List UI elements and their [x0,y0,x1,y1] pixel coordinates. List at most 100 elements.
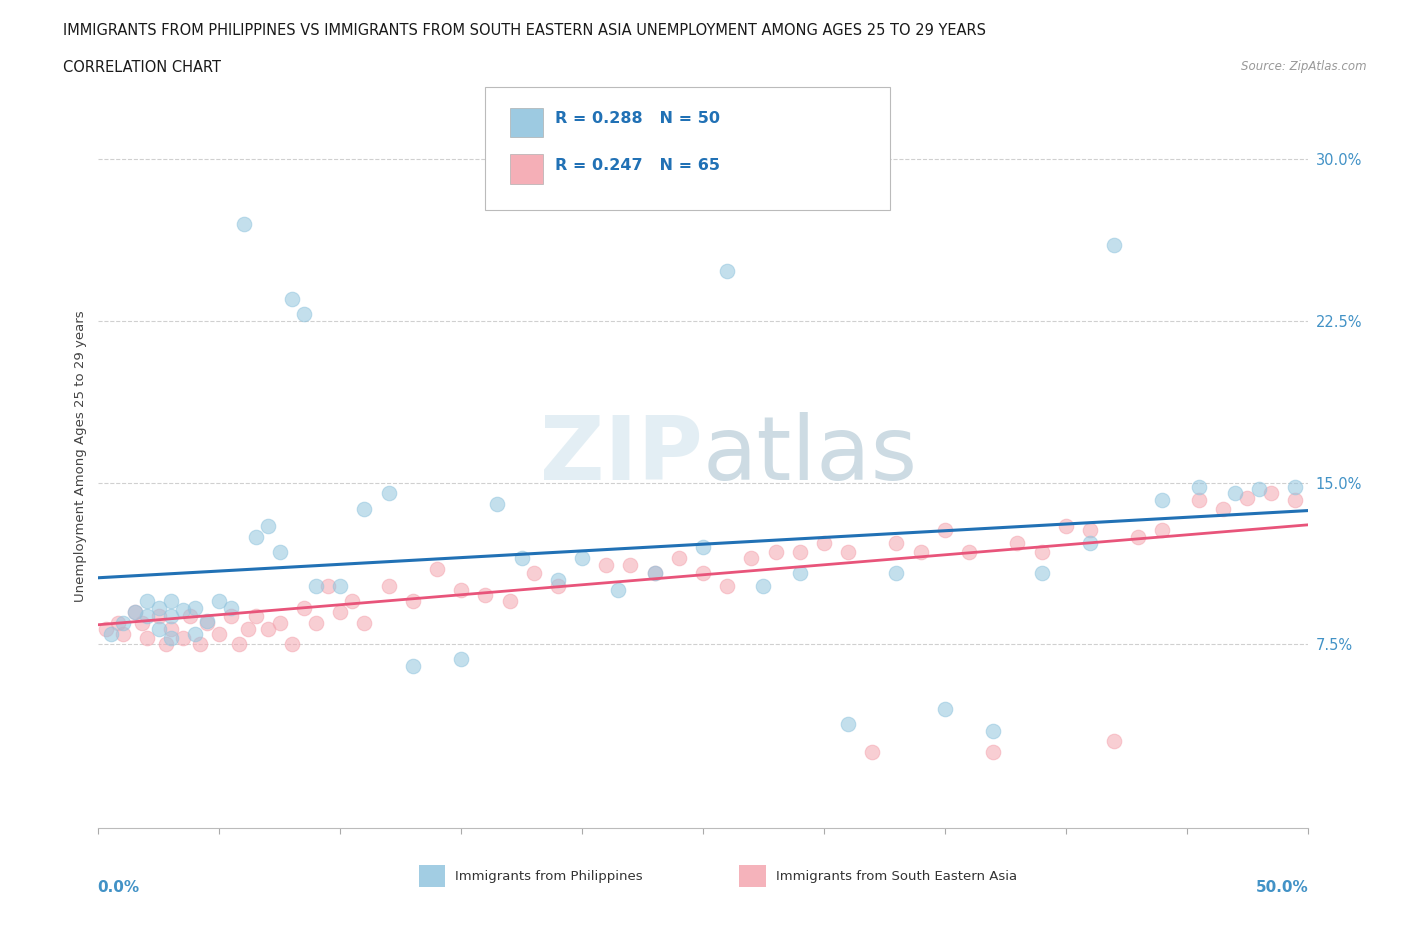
Point [329,578,352,593]
Point [221,609,243,624]
Point [1284,480,1306,495]
Point [837,544,859,559]
Point [111,626,134,641]
Text: 0.0%: 0.0% [97,880,139,895]
Point [426,562,449,577]
Point [1128,529,1150,544]
Point [131,616,153,631]
Text: CORRELATION CHART: CORRELATION CHART [63,60,221,75]
Point [221,600,243,615]
Text: ZIP: ZIP [540,412,703,499]
Point [135,609,157,624]
Bar [509,108,543,138]
Point [256,518,278,533]
Point [547,572,569,587]
Point [765,544,787,559]
Point [232,217,254,232]
Point [292,600,315,615]
Point [789,544,811,559]
Point [135,631,157,645]
Point [1152,493,1174,508]
Point [486,497,509,512]
Point [1236,490,1258,505]
Point [377,578,399,593]
Point [256,622,278,637]
Point [94,622,117,637]
Point [716,264,738,279]
Point [160,631,183,645]
Bar [740,865,766,887]
Point [172,631,194,645]
Point [981,724,1004,738]
Point [148,622,170,637]
Point [1223,486,1246,501]
Point [1188,493,1211,508]
Point [1152,523,1174,538]
Point [498,594,520,609]
Point [886,565,908,580]
Point [353,501,375,516]
FancyBboxPatch shape [485,87,890,210]
Point [934,523,956,538]
Bar [419,865,446,887]
Point [1102,734,1125,749]
Point [160,609,183,624]
Text: 50.0%: 50.0% [1256,880,1309,895]
Point [292,307,315,322]
Point [1031,565,1053,580]
Point [692,565,714,580]
Point [789,565,811,580]
Point [886,536,908,551]
Point [329,604,352,619]
Text: atlas: atlas [703,412,918,499]
Point [179,609,201,624]
Point [474,588,496,603]
Text: Source: ZipAtlas.com: Source: ZipAtlas.com [1241,60,1367,73]
Point [450,652,472,667]
Point [281,637,304,652]
Point [860,745,883,760]
Point [155,637,177,652]
Point [692,540,714,555]
Text: IMMIGRANTS FROM PHILIPPINES VS IMMIGRANTS FROM SOUTH EASTERN ASIA UNEMPLOYMENT A: IMMIGRANTS FROM PHILIPPINES VS IMMIGRANT… [63,23,986,38]
Point [377,486,399,501]
Point [184,626,207,641]
Point [402,594,425,609]
Point [172,603,194,618]
Point [752,578,775,593]
Point [148,609,170,624]
Point [316,578,339,593]
Point [910,544,932,559]
Text: Immigrants from South Eastern Asia: Immigrants from South Eastern Asia [776,870,1017,883]
Point [1102,238,1125,253]
Point [238,622,260,637]
Point [571,119,593,134]
Point [523,565,546,580]
Point [107,616,129,631]
Point [245,609,267,624]
Point [111,616,134,631]
Point [957,544,980,559]
Point [644,565,666,580]
Bar [509,154,543,184]
Point [100,626,122,641]
Point [595,557,617,572]
Point [644,565,666,580]
Point [1078,523,1101,538]
Point [208,594,231,609]
Point [305,578,328,593]
Point [195,616,218,631]
Point [184,600,207,615]
Point [124,604,146,619]
Point [934,701,956,716]
Point [1212,501,1234,516]
Point [148,600,170,615]
Point [740,551,762,565]
Point [619,557,641,572]
Point [269,544,291,559]
Point [245,529,267,544]
Point [571,551,593,565]
Point [124,604,146,619]
Point [1284,493,1306,508]
Point [837,717,859,732]
